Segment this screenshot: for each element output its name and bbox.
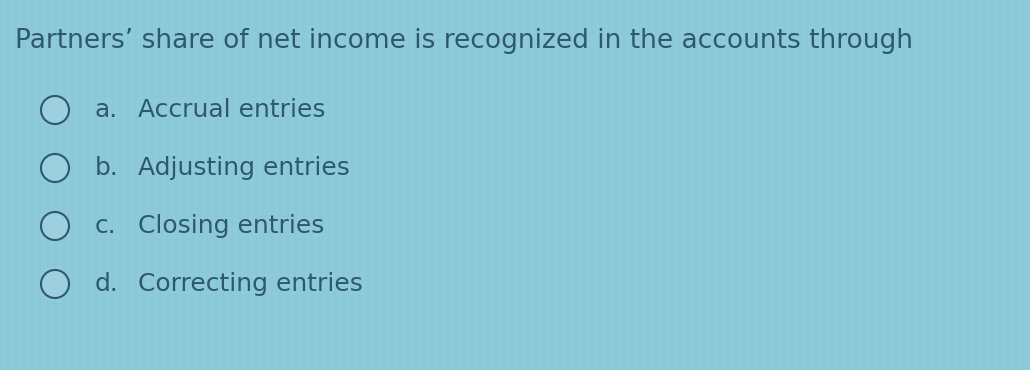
Circle shape — [41, 212, 69, 240]
Text: c.: c. — [95, 214, 116, 238]
Text: Closing entries: Closing entries — [138, 214, 324, 238]
Text: Adjusting entries: Adjusting entries — [138, 156, 350, 180]
Text: Accrual entries: Accrual entries — [138, 98, 325, 122]
Text: b.: b. — [95, 156, 118, 180]
Circle shape — [41, 154, 69, 182]
Text: d.: d. — [95, 272, 118, 296]
Text: Correcting entries: Correcting entries — [138, 272, 363, 296]
Circle shape — [41, 270, 69, 298]
Text: Partners’ share of net income is recognized in the accounts through: Partners’ share of net income is recogni… — [15, 28, 913, 54]
Text: a.: a. — [95, 98, 118, 122]
Circle shape — [41, 96, 69, 124]
